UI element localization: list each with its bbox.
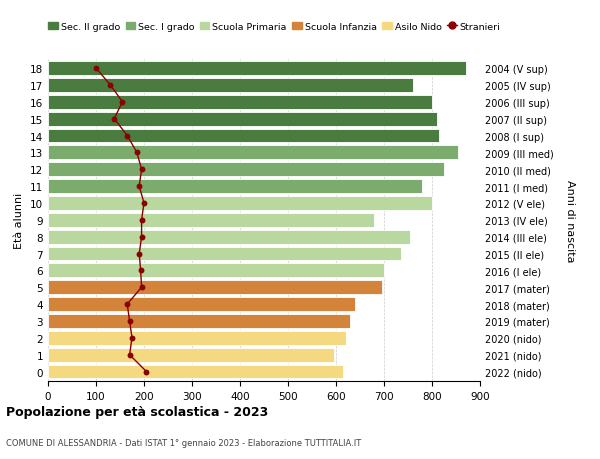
Point	[122, 301, 132, 308]
Bar	[48, 180, 422, 194]
Bar	[48, 331, 346, 345]
Bar	[48, 247, 401, 261]
Point	[125, 318, 134, 325]
Bar	[48, 365, 343, 379]
Point	[137, 217, 146, 224]
Text: Popolazione per età scolastica - 2023: Popolazione per età scolastica - 2023	[6, 405, 268, 419]
Bar	[48, 112, 437, 126]
Y-axis label: Anni di nascita: Anni di nascita	[565, 179, 575, 262]
Point	[109, 116, 119, 123]
Bar	[48, 264, 384, 278]
Point	[137, 166, 146, 174]
Point	[106, 82, 115, 90]
Bar	[48, 196, 432, 210]
Bar	[48, 348, 334, 362]
Bar	[48, 95, 432, 109]
Point	[137, 284, 146, 291]
Bar	[48, 129, 439, 143]
Point	[125, 351, 134, 358]
Point	[122, 133, 132, 140]
Bar	[48, 146, 458, 160]
Y-axis label: Età alunni: Età alunni	[14, 192, 25, 248]
Bar	[48, 163, 444, 177]
Text: COMUNE DI ALESSANDRIA - Dati ISTAT 1° gennaio 2023 - Elaborazione TUTTITALIA.IT: COMUNE DI ALESSANDRIA - Dati ISTAT 1° ge…	[6, 438, 361, 447]
Point	[118, 99, 127, 106]
Point	[134, 183, 144, 190]
Legend: Sec. II grado, Sec. I grado, Scuola Primaria, Scuola Infanzia, Asilo Nido, Stran: Sec. II grado, Sec. I grado, Scuola Prim…	[49, 22, 500, 32]
Point	[127, 335, 137, 342]
Point	[134, 250, 144, 257]
Point	[137, 234, 146, 241]
Point	[136, 267, 145, 274]
Point	[142, 368, 151, 375]
Bar	[48, 62, 466, 76]
Point	[132, 149, 142, 157]
Bar	[48, 79, 413, 93]
Point	[91, 65, 101, 73]
Bar	[48, 314, 350, 328]
Bar	[48, 297, 355, 311]
Bar	[48, 230, 410, 244]
Point	[139, 200, 149, 207]
Bar	[48, 213, 374, 227]
Bar	[48, 281, 382, 295]
